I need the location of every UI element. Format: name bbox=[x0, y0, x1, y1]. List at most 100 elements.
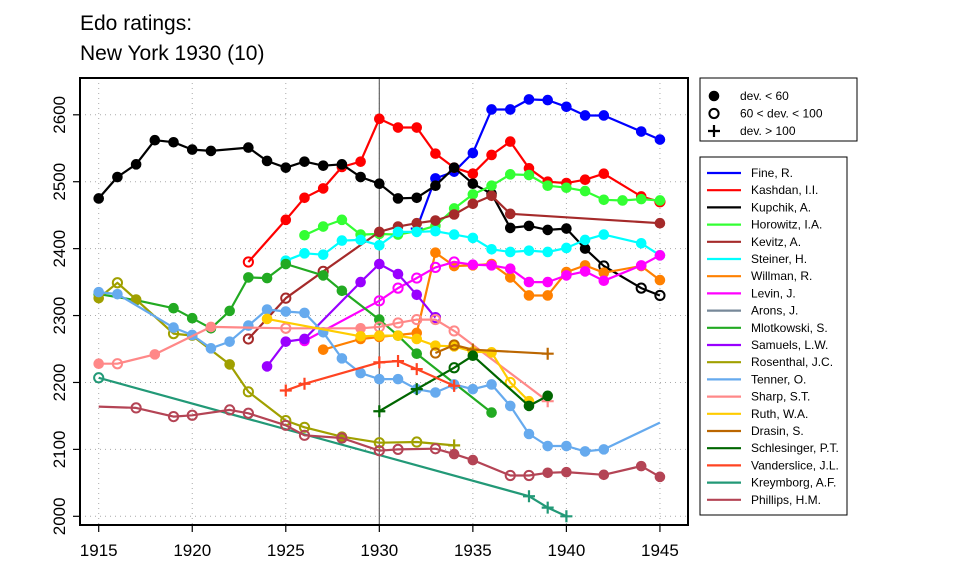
data-point bbox=[635, 126, 647, 137]
data-point bbox=[242, 407, 254, 419]
data-point bbox=[504, 272, 516, 283]
series-line bbox=[434, 343, 548, 355]
data-point bbox=[467, 189, 479, 200]
data-point bbox=[411, 226, 423, 238]
series-sharp-s-t bbox=[93, 313, 554, 408]
data-point bbox=[448, 448, 460, 460]
data-point bbox=[299, 333, 310, 345]
data-point bbox=[579, 446, 591, 457]
data-point bbox=[111, 277, 124, 289]
data-point bbox=[279, 384, 292, 397]
data-point bbox=[392, 122, 404, 133]
data-point bbox=[392, 355, 405, 368]
data-point bbox=[93, 286, 105, 298]
data-point bbox=[411, 436, 423, 448]
data-point bbox=[448, 256, 460, 268]
data-point bbox=[579, 185, 591, 197]
legend-label: Schlesinger, P.T. bbox=[751, 441, 839, 455]
series-levin-j bbox=[299, 250, 666, 347]
data-point bbox=[392, 373, 404, 385]
data-point bbox=[168, 322, 179, 333]
data-point bbox=[411, 272, 423, 284]
marker-legend: dev. < 60 60 < dev. < 100 dev. > 100 bbox=[699, 77, 858, 142]
x-tick-label: 1930 bbox=[360, 541, 398, 560]
data-point bbox=[242, 386, 254, 398]
data-point bbox=[561, 270, 572, 281]
data-point bbox=[280, 336, 292, 347]
data-point bbox=[541, 347, 554, 360]
data-point bbox=[654, 217, 666, 229]
data-point bbox=[280, 306, 292, 317]
data-point bbox=[392, 443, 404, 455]
data-point bbox=[392, 317, 404, 329]
legend-label: Steiner, H. bbox=[751, 252, 807, 266]
data-point bbox=[355, 234, 366, 246]
data-point bbox=[355, 276, 366, 288]
data-point bbox=[542, 246, 553, 258]
series-line bbox=[98, 376, 567, 518]
data-point bbox=[261, 313, 273, 325]
data-point bbox=[224, 336, 235, 347]
data-point bbox=[186, 312, 198, 324]
legend-marker-open bbox=[708, 107, 720, 120]
data-point bbox=[336, 353, 348, 364]
data-point bbox=[374, 113, 385, 125]
data-point bbox=[598, 110, 610, 121]
data-point bbox=[448, 209, 460, 220]
data-point bbox=[486, 104, 497, 115]
data-point bbox=[243, 320, 254, 331]
data-point bbox=[542, 390, 553, 402]
series-line bbox=[98, 318, 549, 403]
data-point bbox=[392, 226, 404, 238]
data-point bbox=[336, 432, 348, 444]
data-point bbox=[542, 276, 553, 288]
legend-label: Mlotkowski, S. bbox=[751, 321, 828, 335]
legend-label: Sharp, S.T. bbox=[751, 390, 810, 404]
data-point bbox=[467, 350, 479, 362]
data-point bbox=[504, 376, 516, 389]
data-point bbox=[93, 193, 105, 204]
data-point bbox=[280, 322, 292, 334]
data-point bbox=[261, 304, 273, 315]
data-point bbox=[411, 217, 423, 229]
data-point bbox=[430, 180, 441, 192]
data-point bbox=[112, 288, 123, 300]
data-point bbox=[541, 501, 554, 514]
data-point bbox=[467, 147, 479, 159]
data-point bbox=[168, 136, 179, 148]
data-point bbox=[111, 358, 124, 370]
data-point bbox=[654, 274, 666, 286]
x-tick-label: 1920 bbox=[173, 541, 211, 560]
series-line bbox=[247, 117, 661, 263]
data-point bbox=[430, 387, 441, 398]
series-tenner-o bbox=[93, 286, 661, 457]
legend-marker-label: dev. > 100 bbox=[740, 124, 796, 138]
data-point bbox=[598, 168, 610, 179]
data-point bbox=[598, 194, 610, 206]
series-line bbox=[285, 360, 455, 392]
data-point bbox=[598, 229, 610, 240]
data-point bbox=[560, 510, 573, 523]
data-point bbox=[561, 242, 572, 254]
data-point bbox=[561, 466, 572, 478]
data-point bbox=[448, 379, 461, 392]
data-point bbox=[112, 171, 123, 183]
data-point bbox=[298, 377, 311, 390]
data-point bbox=[373, 356, 386, 369]
series-phillips-h-m bbox=[98, 402, 666, 483]
data-point bbox=[579, 110, 591, 121]
data-point bbox=[373, 437, 385, 449]
data-point bbox=[467, 198, 479, 210]
data-point bbox=[486, 190, 497, 202]
legend-label: Rosenthal, J.C. bbox=[751, 355, 833, 369]
legend-label: Arons, J. bbox=[751, 304, 798, 318]
data-point bbox=[542, 290, 553, 301]
data-point bbox=[243, 272, 254, 283]
series-layer bbox=[93, 94, 666, 523]
data-point bbox=[523, 276, 535, 288]
data-point bbox=[598, 275, 610, 287]
data-point bbox=[467, 178, 479, 190]
data-point bbox=[280, 162, 292, 173]
data-point bbox=[168, 302, 179, 314]
